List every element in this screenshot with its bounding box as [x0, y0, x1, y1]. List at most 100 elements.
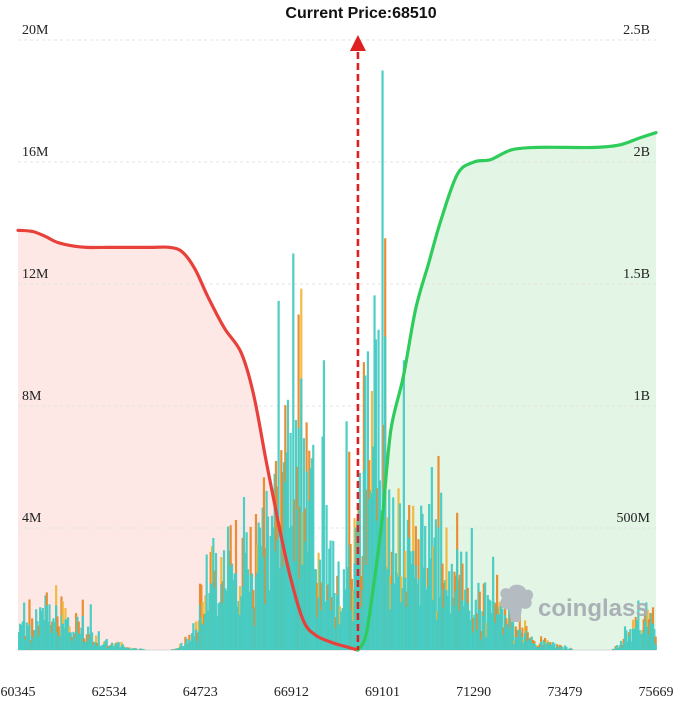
- volume-bar: [92, 644, 95, 650]
- volume-bar: [140, 648, 143, 650]
- volume-bar: [518, 629, 521, 650]
- volume-bar: [180, 642, 183, 650]
- volume-bar: [48, 604, 51, 650]
- volume-bar: [188, 640, 191, 650]
- volume-bar: [76, 616, 79, 650]
- volume-bar: [286, 399, 290, 650]
- volume-bar: [184, 643, 187, 650]
- volume-bar: [300, 378, 303, 650]
- volume-bar: [400, 602, 403, 650]
- volume-bar: [264, 548, 267, 650]
- left-tick-label: 12M: [22, 267, 49, 282]
- volume-bar: [225, 590, 228, 650]
- volume-bar: [250, 573, 254, 650]
- volume-bar: [426, 586, 429, 650]
- volume-bar: [302, 438, 306, 650]
- volume-bar: [508, 608, 511, 650]
- volume-bar: [134, 648, 138, 650]
- volume-bar: [249, 575, 252, 650]
- volume-bar: [389, 609, 392, 650]
- volume-bar: [563, 645, 567, 650]
- volume-bar: [534, 645, 537, 650]
- volume-bar: [643, 621, 647, 650]
- volume-bar: [469, 619, 472, 650]
- x-tick-label: 66912: [274, 685, 309, 700]
- volume-bar: [60, 614, 63, 650]
- volume-bar: [68, 632, 71, 650]
- volume-bar: [278, 568, 282, 650]
- volume-bar: [99, 646, 102, 650]
- volume-bar: [454, 590, 457, 650]
- volume-bar: [642, 631, 645, 650]
- volume-bar: [333, 593, 336, 650]
- volume-bar: [321, 436, 324, 650]
- volume-bar: [237, 600, 240, 650]
- volume-bar: [184, 636, 187, 650]
- volume-bar: [65, 619, 68, 650]
- volume-bar: [558, 646, 561, 650]
- volume-bar: [496, 574, 499, 650]
- volume-bar: [317, 597, 320, 650]
- watermark: coinglass: [500, 584, 649, 622]
- volume-bar: [173, 649, 176, 650]
- volume-bar: [412, 550, 415, 650]
- x-tick-label: 69101: [365, 685, 400, 700]
- volume-bar: [402, 360, 405, 650]
- volume-bar: [634, 627, 637, 650]
- volume-bar: [55, 605, 58, 650]
- volume-bar: [32, 638, 35, 650]
- volume-bar: [470, 528, 473, 650]
- volume-bar: [64, 619, 67, 650]
- volume-bar: [332, 540, 335, 650]
- volume-bar: [274, 551, 278, 650]
- volume-bar: [329, 540, 332, 650]
- volume-bar: [422, 567, 425, 650]
- volume-bar: [268, 590, 271, 650]
- volume-bar: [623, 626, 627, 650]
- volume-bar: [325, 505, 328, 650]
- volume-bar: [19, 623, 22, 650]
- volume-bar: [368, 498, 371, 650]
- volume-bar: [202, 624, 206, 650]
- volume-bar: [116, 643, 119, 650]
- volume-bar: [89, 604, 92, 650]
- volume-bar: [192, 623, 195, 650]
- volume-bar: [555, 646, 559, 650]
- volume-bar: [621, 647, 624, 650]
- volume-bar: [25, 622, 28, 650]
- volume-bar: [647, 634, 651, 650]
- volume-bar: [393, 583, 396, 650]
- cumulative-line-1: [356, 131, 658, 652]
- volume-bar: [281, 471, 284, 650]
- cumulative-fills: [18, 132, 656, 651]
- volume-bar: [538, 643, 541, 650]
- volume-bar: [646, 626, 649, 650]
- volume-bar: [296, 509, 299, 650]
- volume-bar: [177, 648, 180, 650]
- volume-bar: [450, 563, 453, 650]
- volume-bar: [398, 503, 401, 650]
- right-tick-label: 2B: [634, 145, 650, 160]
- volume-bar: [654, 636, 657, 650]
- volume-bar: [611, 649, 615, 650]
- volume-bar: [316, 582, 319, 650]
- volume-bar: [107, 645, 110, 650]
- volume-bar: [132, 647, 135, 650]
- volume-bar: [72, 631, 75, 650]
- volume-bar: [182, 646, 186, 650]
- volume-bar: [547, 642, 551, 650]
- volume-bar: [288, 527, 291, 650]
- volume-bar: [631, 628, 635, 650]
- volume-bar: [390, 583, 393, 650]
- volume-bar: [504, 615, 507, 650]
- volume-bar: [345, 421, 348, 650]
- volume-bar: [510, 614, 513, 650]
- volume-bar: [210, 583, 214, 650]
- volume-bar: [266, 516, 270, 650]
- volume-bar: [126, 647, 130, 650]
- volume-bar: [434, 519, 437, 650]
- volume-bar: [352, 621, 355, 650]
- volume-bar: [453, 606, 456, 650]
- volume-bar: [478, 609, 481, 650]
- volume-bar: [88, 638, 91, 650]
